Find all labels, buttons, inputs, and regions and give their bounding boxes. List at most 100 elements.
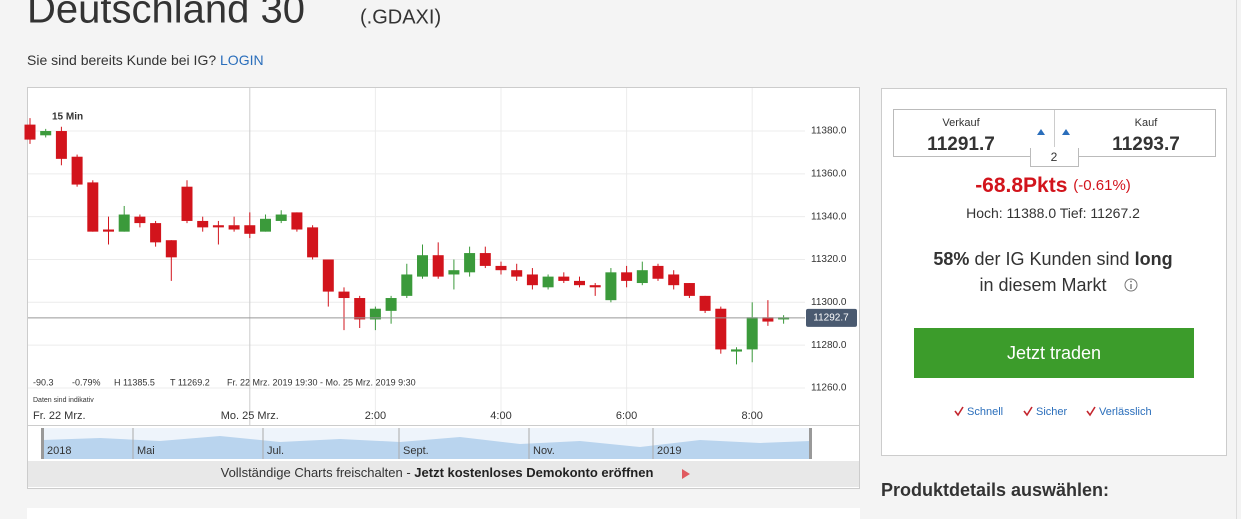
candle-body — [322, 259, 334, 292]
navigator-area — [43, 436, 810, 459]
check-icon — [1023, 406, 1033, 417]
change: -68.8Pkts (-0.61%) — [975, 174, 1131, 197]
arrow-up — [1037, 129, 1045, 135]
candle-body — [181, 186, 193, 221]
candle-body — [150, 223, 162, 243]
candle-body — [417, 255, 428, 277]
arrow-up — [1062, 129, 1070, 135]
nav-label: 2018 — [47, 445, 71, 457]
x-tick-label: Mo. 25 Mrz. — [221, 410, 279, 422]
y-tick-label: 11380.0 — [811, 126, 847, 137]
x-tick-label: Fr. 22 Mrz. — [33, 410, 86, 422]
check-icon — [1086, 406, 1096, 417]
candle-body — [103, 229, 114, 232]
candle-body — [354, 298, 366, 320]
candle-body — [55, 131, 67, 159]
login-link[interactable]: LOGIN — [220, 52, 264, 68]
sentiment: 58% der IG Kunden sind long — [933, 249, 1172, 269]
candle-body — [448, 270, 460, 275]
feature: Verlässlich — [1099, 406, 1152, 418]
nav-label: Jul. — [267, 445, 284, 457]
candle-body — [134, 216, 146, 224]
candle-body — [87, 182, 99, 232]
candle-body — [511, 270, 523, 277]
trade-button[interactable] — [914, 328, 1194, 378]
nav-handle[interactable] — [809, 428, 812, 459]
y-tick-label: 11260.0 — [811, 383, 847, 394]
candle-body — [228, 225, 240, 230]
candle-body — [479, 253, 491, 266]
candle-body — [338, 291, 350, 299]
candle-body — [212, 225, 224, 228]
stat-range: Fr. 22 Mrz. 2019 19:30 - Mo. 25 Mrz. 201… — [227, 377, 416, 387]
low: Tief: 11267.2 — [1060, 205, 1140, 221]
candle-body — [260, 218, 271, 232]
candle-body — [369, 308, 381, 320]
navigator: 2018 Mai Jul. Sept. Nov. 2019 — [28, 428, 859, 459]
candle-body — [636, 270, 648, 284]
high: Hoch: 11388.0 — [966, 205, 1056, 221]
candle-body — [464, 253, 476, 273]
interval: 15 Min — [52, 112, 83, 123]
candle-body — [699, 295, 711, 311]
change-points: -68.8Pkts — [975, 174, 1067, 197]
y-tick-label: 11300.0 — [811, 297, 847, 308]
spread-cover — [1031, 147, 1078, 157]
note: Daten sind indikativ — [33, 397, 94, 404]
y-tick-label: 11340.0 — [811, 211, 847, 222]
nav-label: Nov. — [533, 445, 555, 457]
candle-body — [558, 276, 570, 281]
nav-label: 2019 — [657, 445, 681, 457]
promo[interactable]: Vollständige Charts freischalten - Jetzt… — [221, 465, 654, 480]
login-text: Sie sind bereits Kunde bei IG? LOGIN — [27, 52, 264, 68]
candle-body — [40, 131, 52, 136]
candle-body — [621, 272, 633, 281]
candle-body — [574, 280, 585, 286]
candle-body — [432, 255, 444, 277]
candle-body — [652, 265, 664, 279]
candle-body — [526, 274, 538, 286]
candle-body — [118, 214, 130, 232]
candle-body — [495, 265, 507, 271]
buy-price[interactable]: 11293.7 — [1112, 134, 1180, 155]
details-heading: Produktdetails auswählen: — [881, 480, 1109, 500]
promo-text: Vollständige Charts freischalten - — [221, 465, 411, 480]
chart: 11260.0 11280.0 11300.0 11320.0 11340.0 11360… — [24, 88, 857, 425]
candle-body — [401, 274, 413, 296]
stat-pct: -0.79% — [72, 377, 101, 387]
trade-button-label[interactable]: Jetzt traden — [1007, 343, 1101, 363]
last-price-box — [806, 308, 857, 327]
sentiment-text: der IG Kunden sind — [974, 249, 1129, 269]
candle-body — [307, 227, 319, 258]
nav-handle[interactable] — [41, 428, 44, 459]
info-icon[interactable] — [1124, 278, 1138, 292]
candle-body — [244, 225, 256, 234]
promo-bar[interactable] — [28, 461, 859, 487]
feature: Schnell — [967, 406, 1003, 418]
promo-link[interactable]: Jetzt kostenloses Demokonto eröffnen — [414, 465, 653, 480]
symbol: (.GDAXI) — [360, 6, 441, 28]
y-tick-label: 11280.0 — [811, 340, 847, 351]
candle-body — [683, 283, 695, 296]
candle-body — [668, 274, 680, 286]
sentiment-text2: in diesem Markt — [979, 275, 1106, 295]
x-tick-label: 2:00 — [365, 410, 386, 422]
check-icon — [954, 406, 964, 417]
sell-label[interactable]: Verkauf — [942, 117, 980, 129]
candle-body — [275, 214, 287, 221]
candle-body — [605, 272, 617, 301]
sell-price[interactable]: 11291.7 — [927, 134, 995, 155]
candle-body — [715, 308, 727, 350]
candle-body — [731, 349, 742, 352]
candle-body — [291, 212, 303, 230]
chart-box — [27, 87, 860, 489]
x-tick-label: 6:00 — [616, 410, 637, 422]
content-box — [27, 508, 860, 519]
candle-body — [746, 317, 758, 350]
y-tick-label: 11360.0 — [811, 168, 847, 179]
change-pct: (-0.61%) — [1073, 177, 1131, 194]
high-low: Hoch: 11388.0 Tief: 11267.2 — [966, 205, 1140, 221]
buy-label[interactable]: Kauf — [1135, 117, 1159, 129]
page-title: Deutschland 30 — [27, 0, 305, 32]
